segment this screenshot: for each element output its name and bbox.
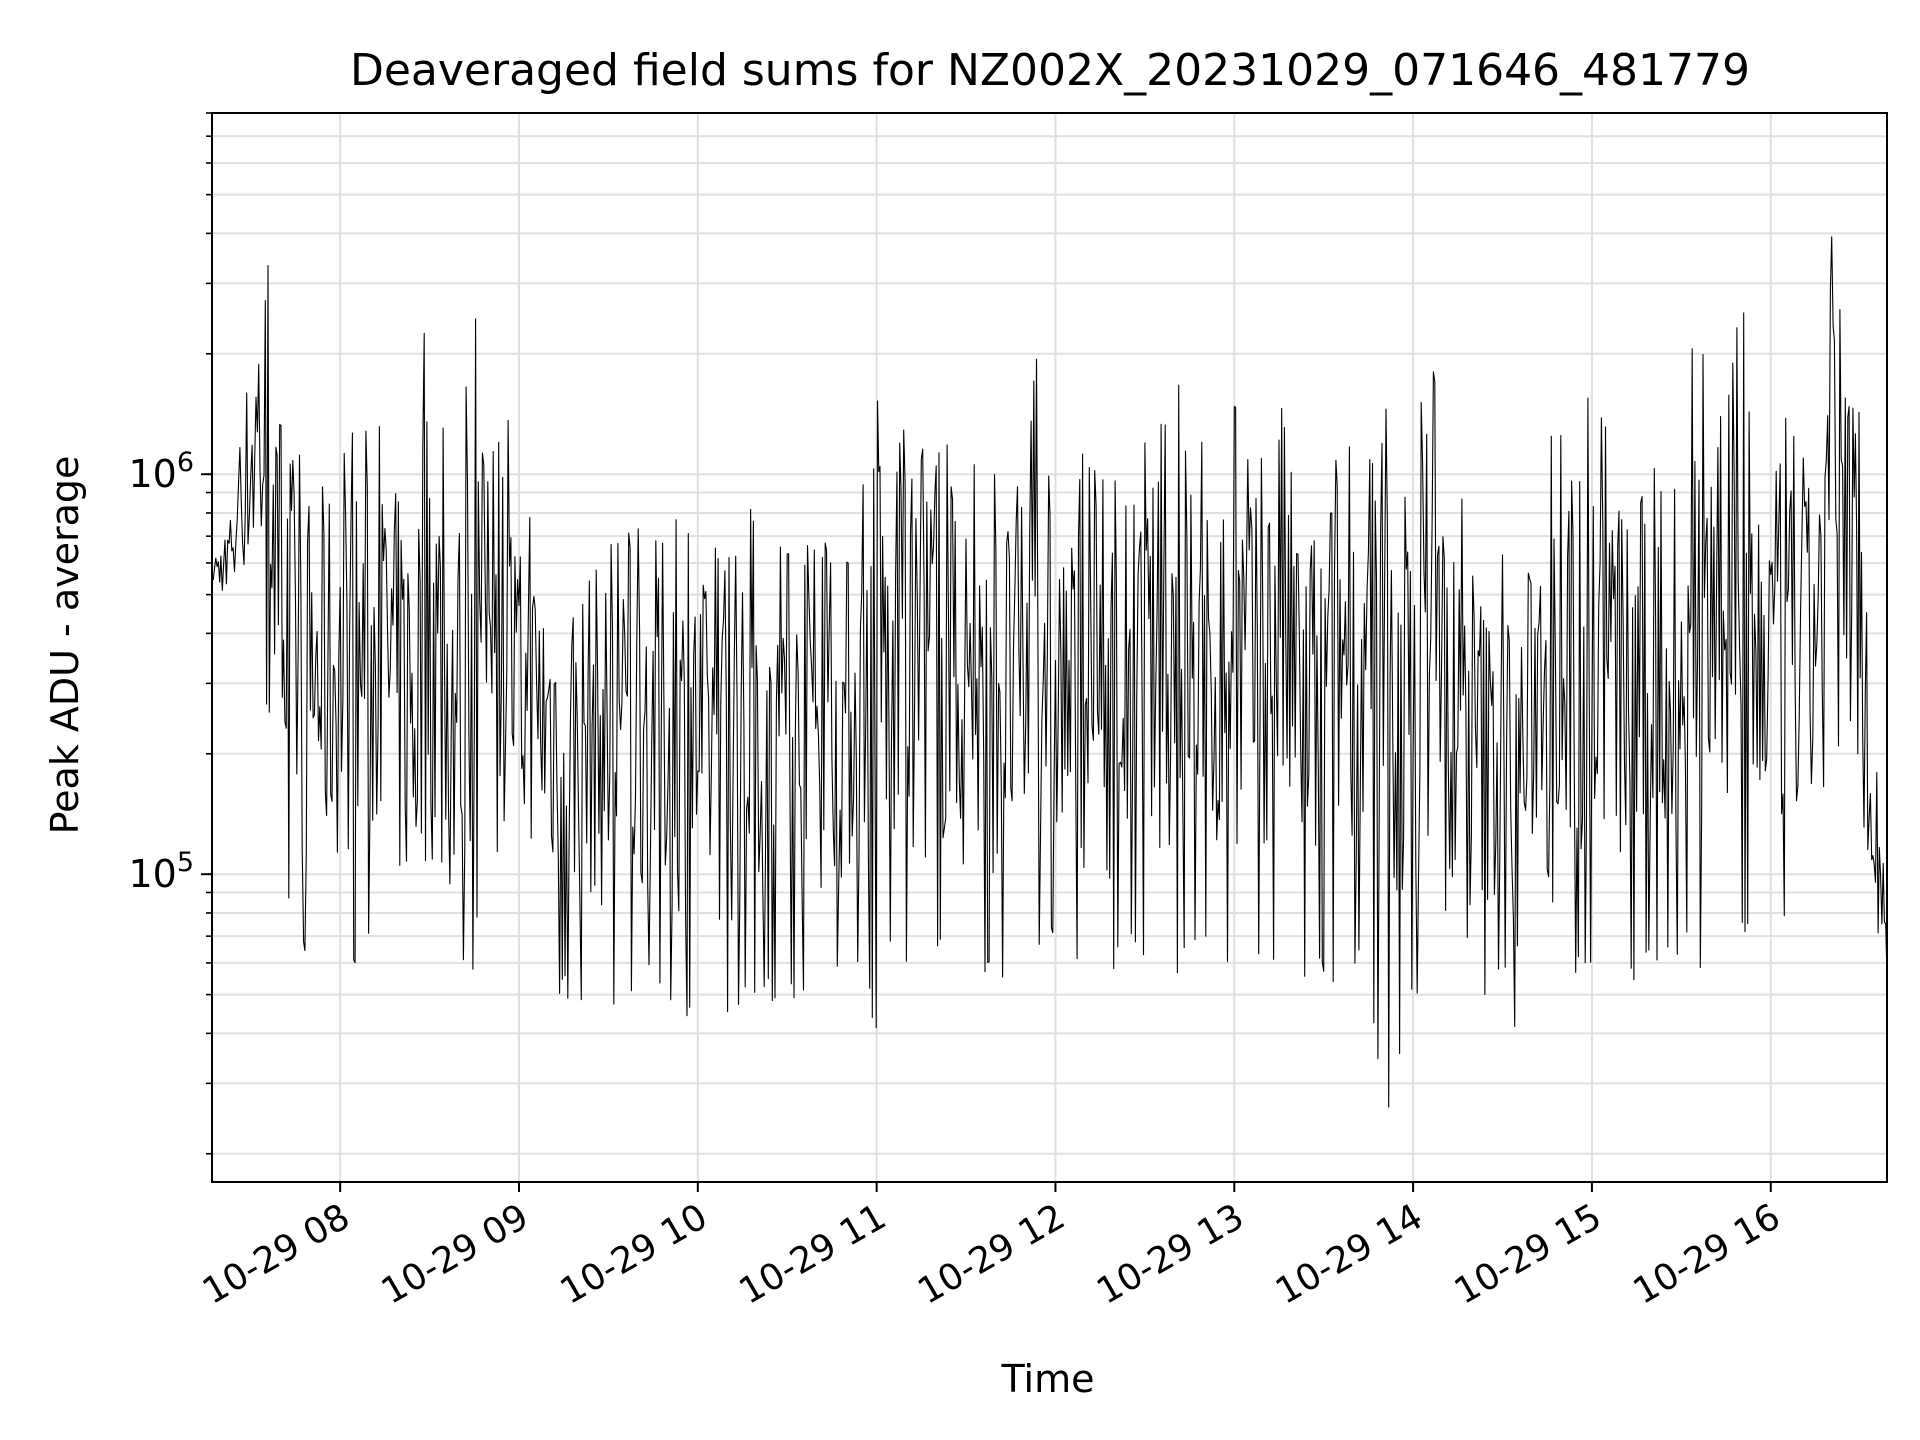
y-axis-ticks: 105 106: [128, 112, 212, 1155]
y-axis-label: Peak ADU - average: [43, 456, 87, 835]
y-tick-label: 105: [128, 847, 194, 896]
series-line: [211, 236, 1888, 1108]
y-tick-label: 106: [128, 447, 194, 496]
chart-title: Deaveraged field sums for NZ002X_2023102…: [350, 45, 1750, 96]
series-layer: [211, 236, 1888, 1108]
plot-area-frame: [211, 112, 1888, 1183]
x-axis-label: Time: [1001, 1357, 1095, 1401]
grid-lines: [212, 112, 1887, 1182]
